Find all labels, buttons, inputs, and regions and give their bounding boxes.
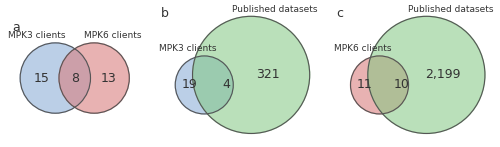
Circle shape: [59, 43, 130, 113]
Text: MPK6 clients: MPK6 clients: [84, 31, 141, 40]
Text: 321: 321: [256, 68, 280, 81]
Text: MPK3 clients: MPK3 clients: [8, 31, 66, 40]
Text: Published datasets: Published datasets: [232, 5, 318, 14]
Text: 19: 19: [182, 78, 198, 91]
Text: 10: 10: [394, 78, 410, 91]
Text: a: a: [12, 21, 20, 34]
Text: 11: 11: [357, 78, 373, 91]
Text: 2,199: 2,199: [426, 68, 461, 81]
Circle shape: [350, 56, 408, 114]
Text: b: b: [160, 7, 168, 20]
Text: c: c: [336, 7, 343, 20]
Text: MPK6 clients: MPK6 clients: [334, 44, 392, 53]
Circle shape: [368, 16, 485, 133]
Text: 15: 15: [34, 72, 50, 85]
Text: 4: 4: [222, 78, 230, 91]
Text: MPK3 clients: MPK3 clients: [159, 44, 216, 53]
Text: 13: 13: [100, 72, 116, 85]
Circle shape: [175, 56, 234, 114]
Text: Published datasets: Published datasets: [408, 5, 493, 14]
Circle shape: [192, 16, 310, 133]
Circle shape: [20, 43, 90, 113]
Text: 8: 8: [70, 72, 78, 85]
